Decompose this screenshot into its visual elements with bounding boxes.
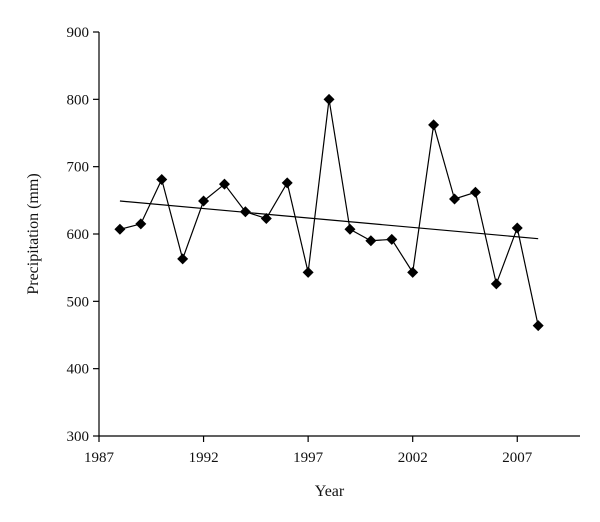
data-point [302,266,314,278]
data-point [260,213,272,225]
x-tick-label: 1997 [293,450,324,466]
y-tick-label: 400 [67,362,90,378]
data-point [386,233,398,245]
data-point [490,278,502,290]
data-point [156,173,168,185]
axes [98,32,580,437]
data-point [532,320,544,332]
data-point [114,223,126,235]
y-tick-label: 900 [67,25,90,41]
data-point [198,195,210,207]
x-tick-label: 1987 [84,450,115,466]
data-markers [114,93,544,332]
data-point [281,177,293,189]
data-point [407,266,419,278]
data-point [218,178,230,190]
data-point [177,253,189,265]
x-axis-title: Year [315,483,345,500]
data-point [449,193,461,205]
trendline [119,200,539,240]
y-tick-label: 800 [67,92,90,108]
data-point [511,222,523,234]
y-tick-label: 600 [67,227,90,243]
y-tick-label: 700 [67,160,90,176]
x-tick-label: 1992 [189,450,219,466]
data-point [428,119,440,131]
data-point [469,186,481,198]
y-tick-label: 300 [67,429,90,445]
y-tick-labels: 300 400 500 600 700 800 900 [67,25,90,445]
x-tick-labels: 1987 1992 1997 2002 2007 [84,450,533,466]
x-tick-label: 2002 [398,450,428,466]
y-axis-title: Precipitation (mm) [25,173,42,294]
data-point [344,223,356,235]
y-tick-label: 500 [67,294,90,310]
x-tick-label: 2007 [502,450,533,466]
data-point [323,93,335,105]
data-point [135,218,147,230]
data-point [365,235,377,247]
ticks [93,31,518,442]
series-line [119,99,539,326]
data-point [239,206,251,218]
